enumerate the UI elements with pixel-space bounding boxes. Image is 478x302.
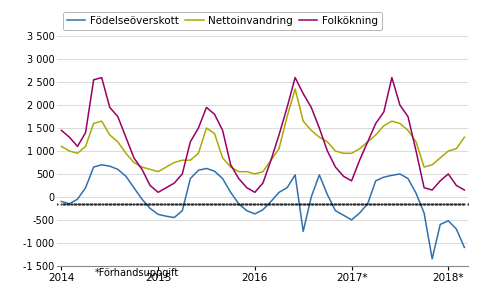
Födelseöverskott [462,246,467,249]
Nettoinvandring [58,145,64,148]
Födelseöverskott [454,227,459,231]
Nettoinvandring [454,147,459,150]
Folkökning [196,126,201,130]
Födelseöverskott [58,200,64,203]
Folkökning [163,186,169,190]
Nettoinvandring [365,140,370,144]
Folkökning [155,191,161,194]
Nettoinvandring [179,158,185,162]
Nettoinvandring [341,152,347,155]
Legend: Födelseöverskott, Nettoinvandring, Folkökning: Födelseöverskott, Nettoinvandring, Folkö… [63,11,382,30]
Födelseöverskott [357,211,362,215]
Nettoinvandring [187,158,193,162]
Födelseöverskott [187,177,193,180]
Födelseöverskott [333,209,338,213]
Födelseöverskott [155,213,161,216]
Folkökning [462,188,467,192]
Födelseöverskott [99,163,105,167]
Nettoinvandring [292,87,298,91]
Folkökning [99,76,105,79]
Line: Nettoinvandring: Nettoinvandring [61,89,465,174]
Födelseöverskott [196,169,201,172]
Folkökning [365,140,370,144]
Födelseöverskott [429,257,435,261]
Nettoinvandring [462,135,467,139]
Folkökning [58,129,64,132]
Nettoinvandring [252,172,258,176]
Folkökning [454,184,459,187]
Line: Folkökning: Folkökning [61,78,465,192]
Folkökning [204,106,209,109]
Line: Födelseöverskott: Födelseöverskott [61,165,465,259]
Nettoinvandring [147,168,153,171]
Folkökning [341,175,347,178]
Text: *Förhandsuppgift: *Förhandsuppgift [94,268,179,278]
